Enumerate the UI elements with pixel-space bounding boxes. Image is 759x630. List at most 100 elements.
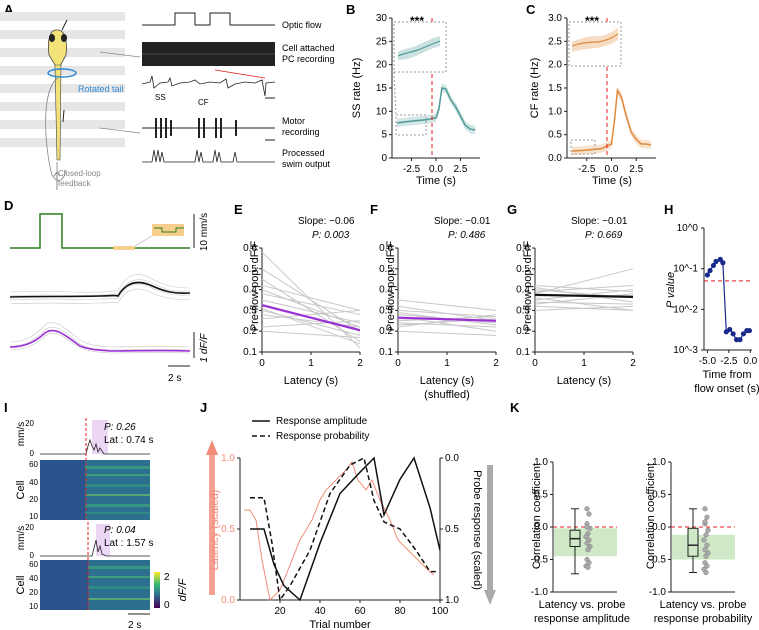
k2-point <box>702 519 708 525</box>
j-latency-trace <box>244 460 435 602</box>
processed-label: Processed <box>282 148 325 158</box>
k2-y-label: Correlation coefficient <box>645 463 657 569</box>
k1-ytick-label: 0.5 <box>534 490 548 501</box>
swim-output-trace: Processed swim output <box>142 148 331 169</box>
panel-i-letter: I <box>4 400 8 415</box>
h-point <box>707 267 713 274</box>
i-top-cell-60: 60 <box>29 460 38 469</box>
c-ytick-label: 2.5 <box>548 36 562 47</box>
h-x-label: Time from <box>702 369 751 381</box>
h-ytick-label: 10^0 <box>677 223 699 234</box>
p2-ytick-label: 0.4 <box>243 285 257 296</box>
p4-ytick-label: 0.4 <box>516 285 530 296</box>
panel-b: B 0 5 10 15 20 25 30 -2.5 0.0 2.5 SS rate (Hz) T… <box>346 2 480 187</box>
i-bot-cell-10: 10 <box>29 602 38 611</box>
c-xtick-label: -2.5 <box>578 164 596 175</box>
p2-cell-line <box>261 268 361 332</box>
h-point <box>713 258 719 265</box>
p4-cell-line <box>534 297 634 311</box>
k1-point <box>584 524 590 530</box>
c-xtick-label: 0.0 <box>605 164 619 175</box>
p2-ytick-label: 0.5 <box>243 264 257 275</box>
cell-attached-label: Cell attached <box>282 43 335 53</box>
p4-ytick-label: 0.6 <box>516 243 530 254</box>
f-slope: Slope: −0.01 <box>434 216 491 227</box>
h-xtick-label: 0.0 <box>743 356 757 367</box>
j-legend-probability: Response probability <box>276 431 369 442</box>
i-time-scale: 2 s <box>128 620 141 630</box>
c-y-label: CF rate (Hz) <box>529 58 541 119</box>
p4-ytick-label: 0.3 <box>516 305 530 316</box>
panel-c-letter: C <box>526 2 536 17</box>
j-xtick-label: 40 <box>314 606 326 617</box>
d-zoom-box <box>152 224 184 236</box>
i-bot-cell-40: 40 <box>29 574 38 583</box>
k1-ytick-label: 1.0 <box>534 457 548 468</box>
e-slope: Slope: −0.06 <box>298 216 355 227</box>
k1-y-label: Correlation coefficient <box>531 463 543 569</box>
i-bot-tick-20: 20 <box>25 523 34 532</box>
p2-cell-line <box>261 299 361 324</box>
pc-recording-trace: Cell attached PC recording SS CF <box>141 42 335 107</box>
k2-point <box>704 514 710 520</box>
h-point <box>746 327 753 334</box>
j-left-arrow <box>209 455 215 595</box>
d-time-scale: 2 s <box>168 373 181 384</box>
k1-ytick-label: 0.0 <box>534 522 548 533</box>
b-inset-link <box>393 71 397 116</box>
i-top-lat: Lat : 0.74 s <box>104 435 153 446</box>
p2-ytick-label: 0.1 <box>243 347 257 358</box>
p3-fit-line <box>397 316 497 322</box>
k1-point <box>586 511 592 517</box>
c-inset-source <box>570 139 596 155</box>
p2-fit-line <box>261 304 361 332</box>
panel-h-letter: H <box>664 202 673 217</box>
i-top-cell-label: Cell <box>15 481 27 500</box>
f-x-label: Latency (s) <box>420 375 474 387</box>
c-inset-band <box>572 28 618 52</box>
panel-b-letter: B <box>346 2 355 17</box>
d-zoom-source <box>113 246 135 250</box>
j-ytick-left-label: 1.0 <box>221 453 235 464</box>
e-y-label: Pre-flow pop. dF/F <box>249 240 261 331</box>
i-bot-tick-0: 0 <box>30 551 35 560</box>
i-top-tick-20: 20 <box>25 419 34 428</box>
h-ytick-label: 10^-1 <box>673 264 698 275</box>
p3-cell-line <box>397 330 497 336</box>
panel-h: H 10^0 10^-1 10^-2 10^-3 -5.0 -2.5 0.0 P valu… <box>664 202 759 395</box>
d-zoom-link <box>134 235 153 247</box>
panel-f-letter: F <box>370 202 378 217</box>
panel-a-letter: A <box>4 2 14 17</box>
b-inset-source <box>395 114 427 136</box>
j-left-arrow-head <box>206 440 218 455</box>
p2-ytick-label: 0.3 <box>243 305 257 316</box>
i-top-cell-10: 10 <box>29 512 38 521</box>
f-p: P: 0.486 <box>448 230 486 241</box>
fish-illustration <box>45 19 77 190</box>
b-x-ticks: -2.5 0.0 2.5 <box>403 158 468 175</box>
j-ytick-right-label: 0.5 <box>445 524 459 535</box>
p3-ytick-label: 0.1 <box>379 347 393 358</box>
d-pop-traces <box>9 322 191 354</box>
panel-j-letter: J <box>200 400 207 415</box>
d-speed-trace <box>10 213 190 249</box>
panel-i: I mm/s 20 0 P: 0.26 Lat : 0.74 s Cell 60… <box>4 400 189 630</box>
i-bot-units: mm/s <box>16 526 27 550</box>
i-colorbar <box>154 572 160 608</box>
j-legend-amplitude: Response amplitude <box>276 416 368 427</box>
i-bot-speed <box>40 539 150 557</box>
k2-point <box>703 569 709 576</box>
i-top-cell-20: 20 <box>29 495 38 504</box>
c-ytick-label: 2.0 <box>548 60 562 71</box>
c-y-ticks: 0.0 0.5 1.0 1.5 2.0 2.5 3.0 <box>548 13 567 164</box>
k2-point <box>702 547 708 553</box>
j-xtick-label: 80 <box>394 606 406 617</box>
p3-ytick-label: 0.2 <box>379 326 393 337</box>
g-slope: Slope: −0.01 <box>571 216 628 227</box>
panel-g-letter: G <box>507 202 517 217</box>
d-pc-mean <box>9 281 191 298</box>
f-x-label-2: (shuffled) <box>424 389 470 401</box>
b-ytick-label: 25 <box>376 36 388 47</box>
k2-ytick-label: -1.0 <box>649 587 667 598</box>
